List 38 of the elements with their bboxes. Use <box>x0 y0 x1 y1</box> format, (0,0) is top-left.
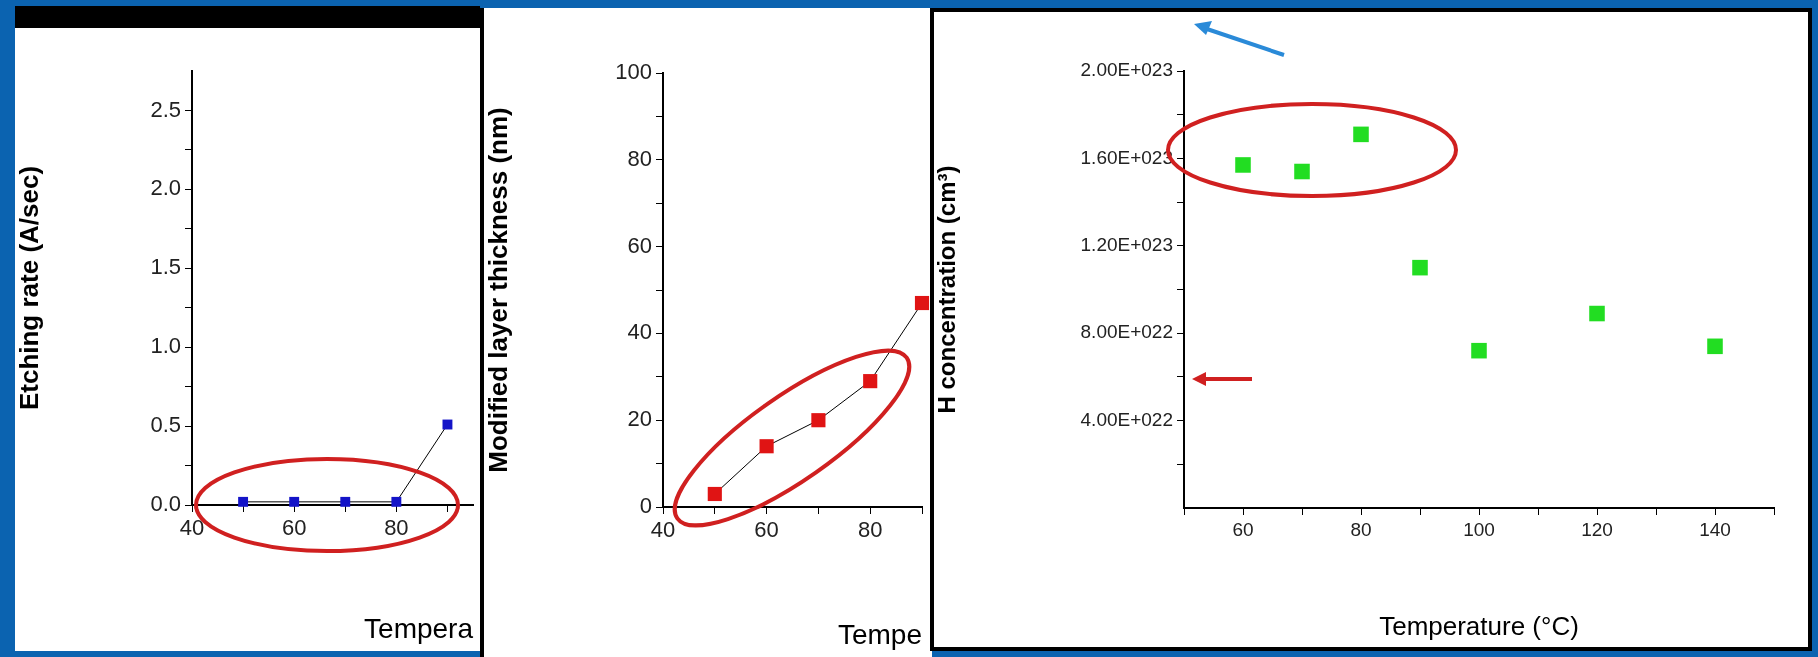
y-tick-label: 60 <box>627 232 652 258</box>
y-axis-title: H concentration (cm³) <box>933 165 961 414</box>
x-axis-title: Temperature (°C) <box>1379 610 1579 641</box>
point <box>914 295 930 311</box>
point <box>759 439 774 454</box>
y-tick-label: 1.5 <box>150 254 181 280</box>
x-tick-label: 100 <box>1463 518 1495 540</box>
x-tick-label: 80 <box>384 515 409 541</box>
y-axis-title: Etching rate (A/sec) <box>13 165 44 411</box>
point <box>811 413 826 428</box>
y-tick-label: 4.00E+022 <box>1080 408 1173 430</box>
y-tick-label: 80 <box>627 145 652 171</box>
y-tick-label: 0.5 <box>150 412 181 438</box>
x-tick-label: 120 <box>1581 518 1613 540</box>
x-tick-label: 60 <box>281 515 307 541</box>
y-tick-label: 2.00E+023 <box>1080 59 1173 81</box>
point <box>863 374 878 389</box>
x-tick-label: 140 <box>1699 518 1731 540</box>
y-tick-label: 40 <box>627 319 652 345</box>
y-tick-label: 1.20E+023 <box>1080 234 1173 256</box>
y-tick-label: 0.0 <box>150 491 181 517</box>
y-tick-label: 0 <box>639 493 652 519</box>
y-tick-label: 8.00E+022 <box>1080 321 1173 343</box>
x-tick-label: 40 <box>650 517 676 543</box>
y-tick-label: 20 <box>627 406 652 432</box>
x-tick-label: 40 <box>179 515 205 541</box>
y-tick-label: 2.5 <box>150 96 181 122</box>
x-tick-label: 80 <box>857 517 883 543</box>
point <box>707 486 722 502</box>
y-tick-label: 1.0 <box>150 333 181 359</box>
x-axis-title: Tempe <box>837 618 922 650</box>
y-tick-label: 100 <box>615 59 652 85</box>
x-axis-title: Tempera <box>364 612 474 644</box>
x-tick-label: 60 <box>754 517 779 543</box>
x-tick-label: 80 <box>1350 518 1372 540</box>
x-tick-label: 60 <box>1232 518 1254 540</box>
y-axis-title: Modified layer thickness (nm) <box>482 107 513 473</box>
y-tick-label: 2.0 <box>150 175 181 201</box>
